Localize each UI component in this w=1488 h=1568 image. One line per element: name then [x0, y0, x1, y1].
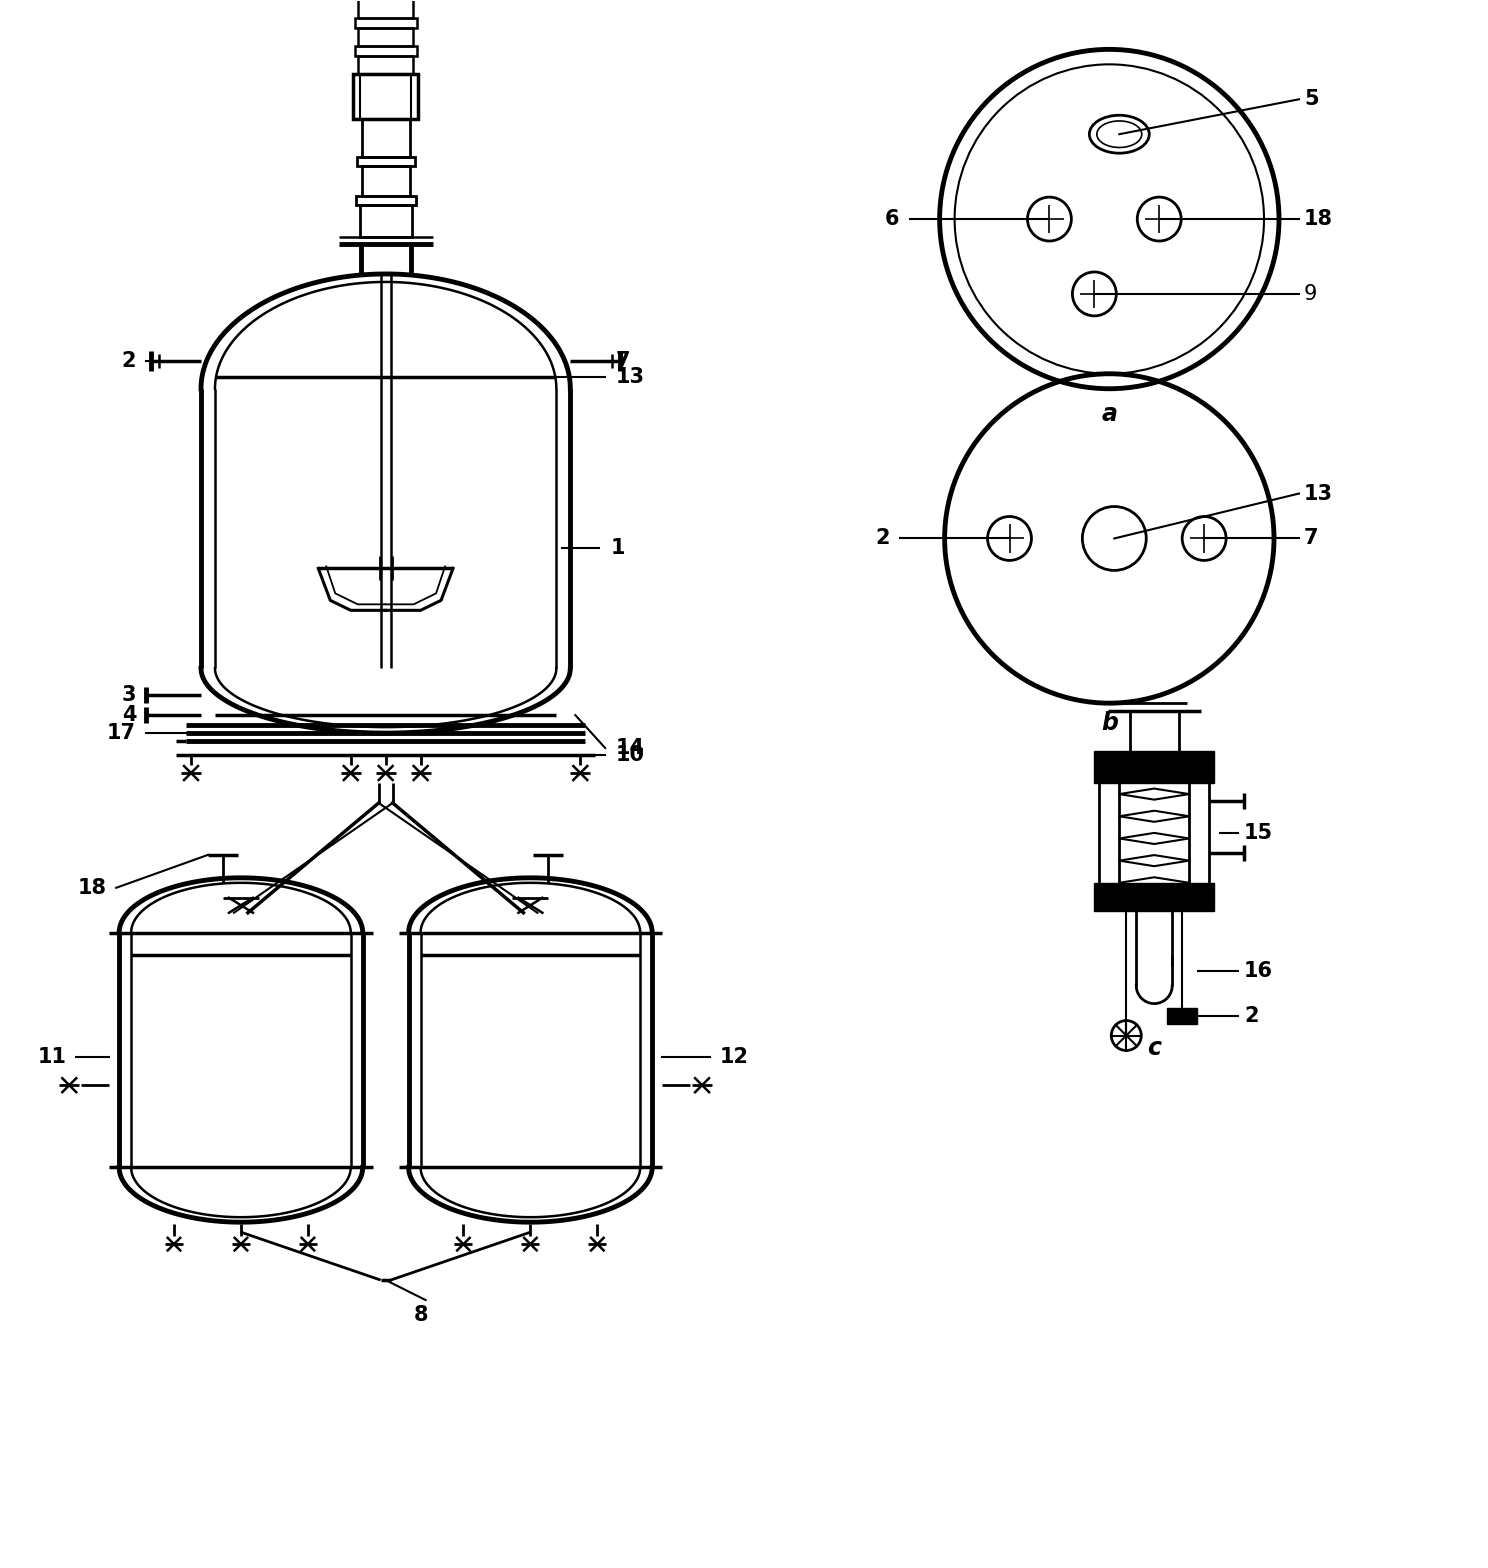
Text: 9: 9 [1303, 284, 1317, 304]
Text: 2: 2 [875, 528, 890, 549]
Text: 13: 13 [615, 367, 644, 387]
Text: 13: 13 [1303, 483, 1333, 503]
Text: 2: 2 [122, 351, 135, 370]
Bar [359, 0, 414, 19]
Text: 2: 2 [1244, 1005, 1259, 1025]
Text: 10: 10 [615, 745, 644, 765]
Text: a: a [1101, 401, 1117, 425]
Bar [362, 166, 409, 196]
Text: 16: 16 [1244, 961, 1274, 980]
Bar [362, 119, 409, 157]
Text: 4: 4 [122, 706, 135, 724]
Bar [1094, 751, 1214, 782]
Bar [353, 74, 418, 119]
Text: 11: 11 [37, 1047, 67, 1068]
Bar [356, 196, 415, 205]
Text: 7: 7 [1303, 528, 1318, 549]
Bar [354, 19, 417, 28]
Text: 17: 17 [107, 723, 135, 743]
Text: c: c [1147, 1035, 1161, 1060]
Bar [1167, 1008, 1198, 1024]
Text: 5: 5 [1303, 89, 1318, 110]
Text: 6: 6 [885, 209, 900, 229]
Text: 18: 18 [1303, 209, 1333, 229]
Text: 7: 7 [615, 351, 629, 370]
Text: 14: 14 [615, 739, 644, 757]
Text: 8: 8 [414, 1305, 429, 1325]
Text: 12: 12 [720, 1047, 748, 1068]
Text: 3: 3 [122, 685, 135, 706]
Text: 15: 15 [1244, 823, 1274, 844]
Bar [359, 56, 414, 74]
Text: b: b [1101, 712, 1117, 735]
Bar [1094, 883, 1214, 911]
Bar [354, 47, 417, 56]
Bar [357, 157, 415, 166]
Text: 18: 18 [77, 878, 106, 898]
Bar [360, 74, 411, 119]
Text: 1: 1 [610, 538, 625, 558]
Bar [359, 28, 414, 47]
Bar [360, 205, 412, 237]
